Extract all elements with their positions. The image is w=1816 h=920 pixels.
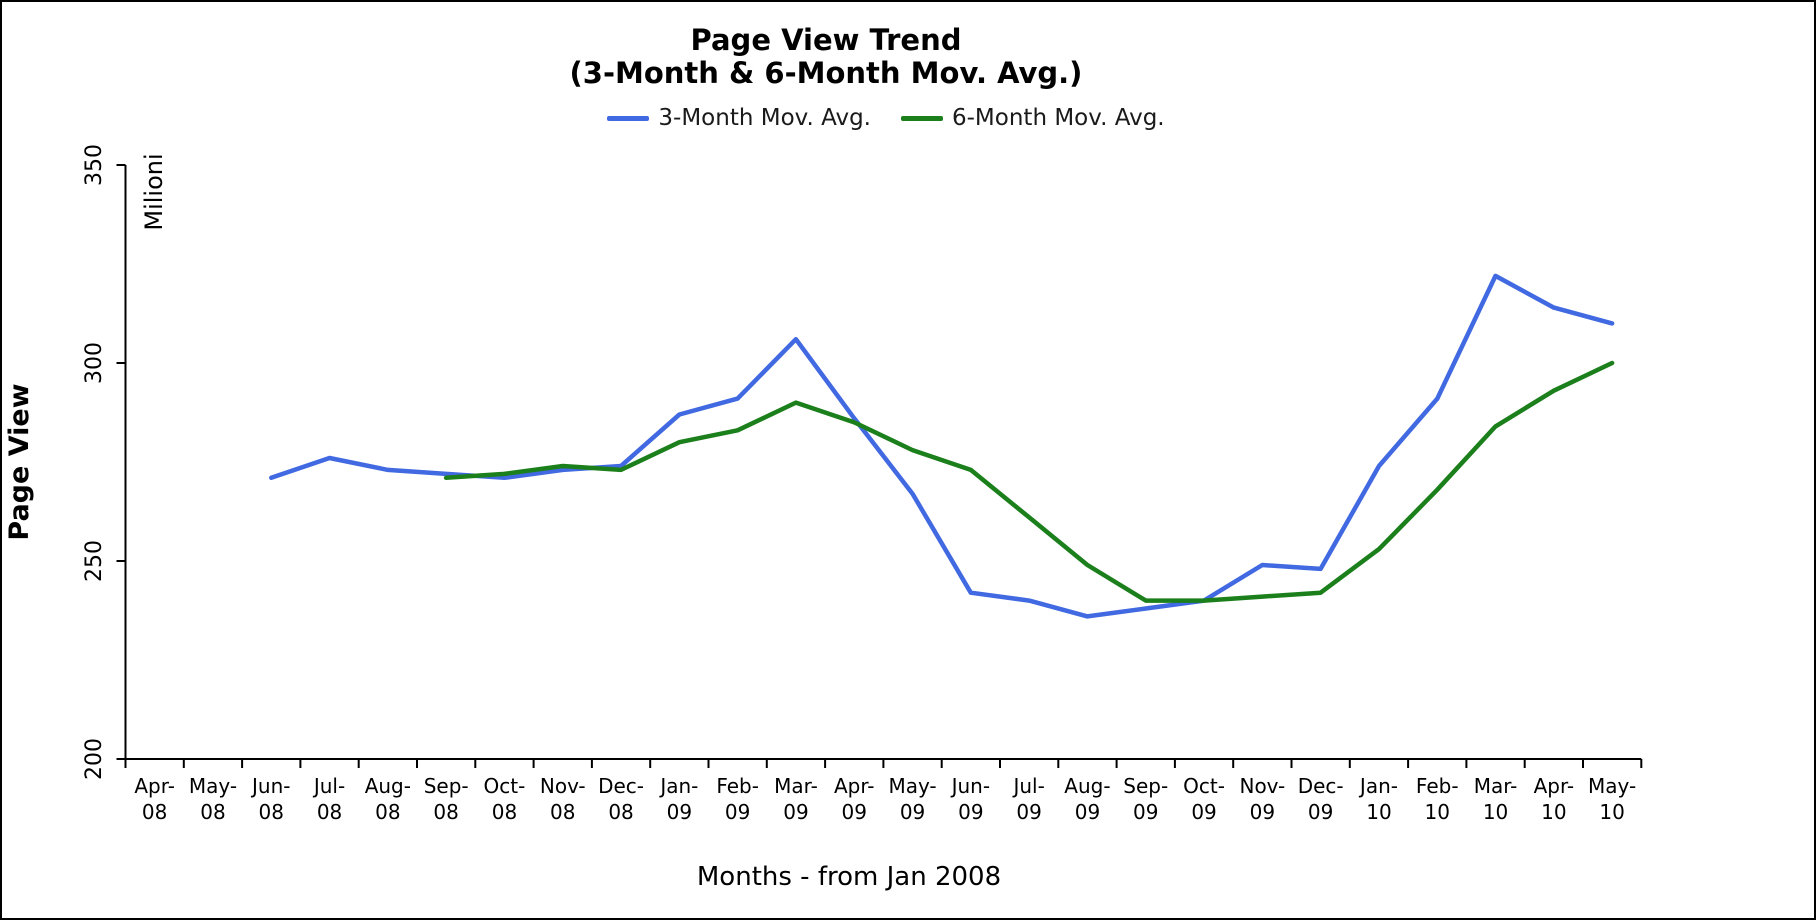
legend-item-3-month: 3-Month Mov. Avg. <box>607 105 871 131</box>
x-tick-label-month: May- <box>888 774 936 798</box>
legend-label-6-month: 6-Month Mov. Avg. <box>952 105 1165 131</box>
x-tick-label-month: Nov- <box>1239 774 1285 798</box>
x-tick-label-month: May- <box>1588 774 1636 798</box>
x-tick-label-month: Apr- <box>1534 774 1575 798</box>
y-axis-title: Page View <box>4 383 35 540</box>
x-tick-label-year: 09 <box>1308 800 1333 824</box>
x-tick-label-month: Jan- <box>658 774 698 798</box>
x-tick-label-month: Jun- <box>250 774 290 798</box>
x-tick-label-month: Mar- <box>1474 774 1518 798</box>
legend-swatch-6-month-icon <box>901 115 943 121</box>
x-tick-label-year: 08 <box>550 800 575 824</box>
x-tick-label-year: 08 <box>259 800 284 824</box>
x-tick-label-month: Mar- <box>774 774 818 798</box>
x-tick-label-year: 09 <box>1075 800 1100 824</box>
x-tick-label-month: Jan- <box>1358 774 1398 798</box>
x-tick-label-month: Jul- <box>312 774 345 798</box>
legend-swatch-3-month-icon <box>607 115 650 121</box>
series-line-3-month-mov-avg <box>269 273 1615 619</box>
x-tick-label-month: Oct- <box>1183 774 1225 798</box>
x-tick-label-year: 09 <box>1191 800 1216 824</box>
legend: 3-Month Mov. Avg. 6-Month Mov. Avg. <box>126 105 1646 131</box>
x-tick-label-year: 10 <box>1541 800 1566 824</box>
x-tick-label-month: Jul- <box>1011 774 1044 798</box>
series-layer <box>269 273 1615 619</box>
series-line-6-month-mov-avg <box>443 360 1615 603</box>
x-tick-label-month: Sep- <box>424 774 469 798</box>
x-tick-label-year: 08 <box>142 800 167 824</box>
legend-item-6-month: 6-Month Mov. Avg. <box>901 105 1165 131</box>
x-tick-label-month: Feb- <box>716 774 759 798</box>
x-tick-label-month: Jun- <box>950 774 990 798</box>
x-tick-label-year: 10 <box>1483 800 1508 824</box>
axes-layer: 350300250200Apr-08May-08Jun-08Jul-08Aug-… <box>82 144 1643 824</box>
x-tick-label-year: 09 <box>1016 800 1041 824</box>
x-tick-label-month: Dec- <box>598 774 644 798</box>
y-tick-label: 250 <box>82 540 107 582</box>
x-tick-label-year: 10 <box>1366 800 1391 824</box>
x-tick-label-year: 08 <box>317 800 342 824</box>
x-tick-label-month: Feb- <box>1416 774 1459 798</box>
x-tick-label-month: Dec- <box>1298 774 1344 798</box>
x-tick-label-year: 10 <box>1599 800 1624 824</box>
chart-title-line2: (3-Month & 6-Month Mov. Avg.) <box>569 56 1083 90</box>
x-axis-title: Months - from Jan 2008 <box>696 862 1002 892</box>
x-tick-label-year: 08 <box>375 800 400 824</box>
x-tick-label-year: 09 <box>842 800 867 824</box>
chart-title-line1: Page View Trend <box>690 23 962 57</box>
x-tick-label-year: 08 <box>433 800 458 824</box>
x-tick-label-year: 09 <box>1250 800 1275 824</box>
x-tick-label-year: 09 <box>900 800 925 824</box>
y-tick-label: 300 <box>82 342 107 384</box>
x-tick-label-year: 08 <box>200 800 225 824</box>
x-tick-label-year: 09 <box>725 800 750 824</box>
x-tick-label-year: 09 <box>1133 800 1158 824</box>
legend-label-3-month: 3-Month Mov. Avg. <box>658 105 871 131</box>
x-tick-label-month: Sep- <box>1123 774 1168 798</box>
x-tick-label-month: Apr- <box>834 774 875 798</box>
x-tick-label-month: Apr- <box>134 774 175 798</box>
x-tick-label-year: 09 <box>958 800 983 824</box>
x-tick-label-month: Aug- <box>365 774 411 798</box>
x-tick-label-year: 09 <box>667 800 692 824</box>
x-tick-label-year: 08 <box>492 800 517 824</box>
x-tick-label-month: Nov- <box>540 774 586 798</box>
x-tick-label-year: 08 <box>608 800 633 824</box>
x-tick-label-year: 10 <box>1425 800 1450 824</box>
y-axis-unit-label: Milioni <box>140 153 168 230</box>
x-tick-label-month: Oct- <box>484 774 526 798</box>
y-tick-label: 350 <box>82 144 107 186</box>
y-tick-label: 200 <box>82 738 107 780</box>
chart-title: Page View Trend (3-Month & 6-Month Mov. … <box>2 24 1650 90</box>
x-tick-label-month: Aug- <box>1064 774 1110 798</box>
x-tick-label-year: 09 <box>783 800 808 824</box>
x-tick-label-month: May- <box>189 774 237 798</box>
